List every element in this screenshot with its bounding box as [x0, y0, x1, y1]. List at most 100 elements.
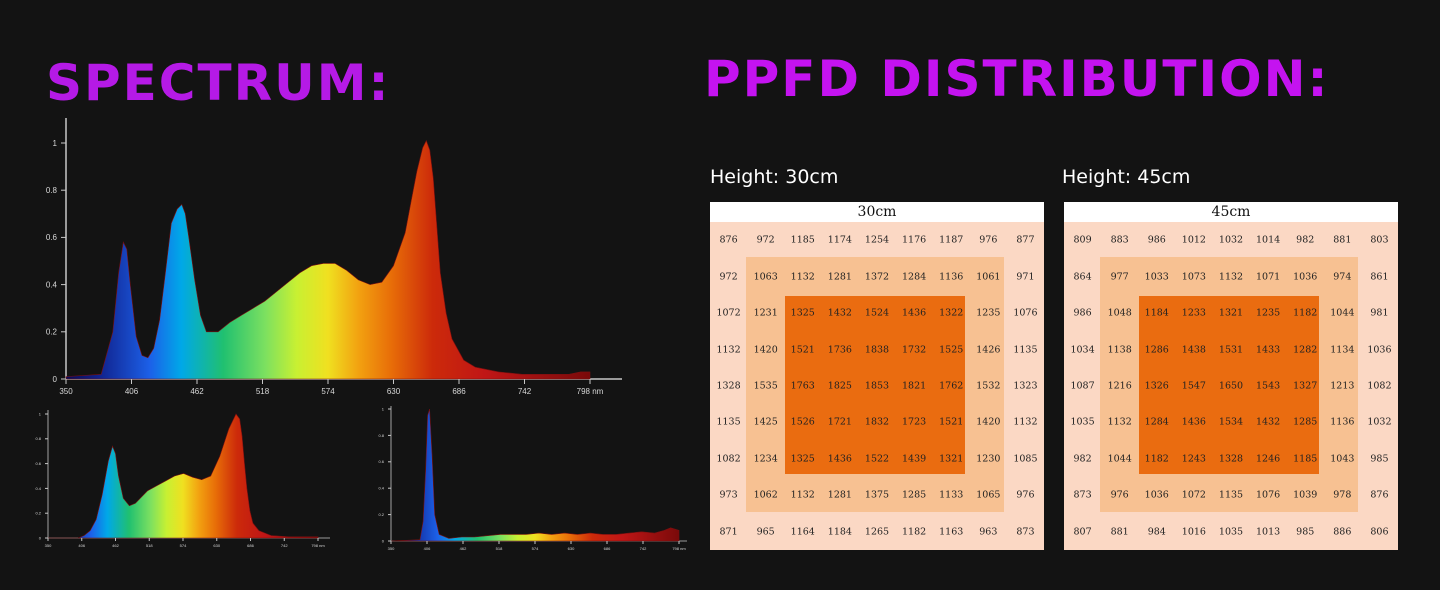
ppfd-cell: 1182: [902, 526, 927, 538]
height-label-30cm: Height: 30cm: [710, 166, 839, 188]
ppfd-cell: 1825: [827, 380, 852, 392]
ppfd-cell: 1321: [939, 453, 964, 465]
ppfd-cell: 976: [979, 234, 998, 246]
ppfd-cell: 1176: [902, 234, 927, 246]
ppfd-cell: 1736: [827, 344, 852, 356]
ppfd-cell: 1525: [939, 344, 964, 356]
ppfd-cell: 1531: [1218, 344, 1244, 356]
ppfd-cell: 1763: [790, 380, 815, 392]
ppfd-cell: 1072: [716, 307, 741, 319]
ppfd-cell: 883: [1110, 234, 1129, 246]
ppfd-cell: 977: [1110, 271, 1129, 283]
ppfd-cell: 1372: [864, 271, 890, 283]
ppfd-cell: 1436: [827, 453, 852, 465]
ppfd-cell: 1281: [827, 271, 852, 283]
ppfd-cell: 1265: [864, 526, 890, 538]
ppfd-cell: 1035: [1218, 526, 1244, 538]
ppfd-cell: 876: [719, 234, 738, 246]
ppfd-cell: 1013: [1256, 526, 1281, 538]
spectrum-chart-small-2: 350 406 462 518 574 630 686 742 798 nm 0 0.2 0.4 0.6…: [378, 406, 687, 551]
ppfd-cell: 1281: [827, 489, 852, 501]
x-tick-label: 350: [388, 546, 395, 551]
ppfd-cell: 1184: [1144, 307, 1169, 319]
ppfd-cell: 1136: [939, 271, 964, 283]
ppfd-cell: 1521: [939, 416, 964, 428]
ppfd-cell: 1425: [753, 416, 778, 428]
ppfd-cell: 1832: [864, 416, 890, 428]
ppfd-cell: 1246: [1256, 453, 1281, 465]
ppfd-cell: 1132: [1107, 416, 1132, 428]
ppfd-cell: 1327: [1293, 380, 1318, 392]
ppfd-cell: 1136: [1330, 416, 1355, 428]
ppfd-cell: 1043: [1330, 453, 1355, 465]
ppfd-cell: 1076: [1256, 489, 1281, 501]
spectrum-area: [65, 139, 591, 380]
ppfd-cell: 1375: [864, 489, 890, 501]
ppfd-cell: 1138: [1107, 344, 1132, 356]
y-tick-label: 0.8: [35, 436, 41, 441]
x-tick-label: 518: [146, 543, 153, 548]
x-tick-label: 350: [59, 387, 73, 396]
ppfd-cell: 1235: [976, 307, 1001, 319]
x-tick-label: 462: [460, 546, 467, 551]
ppfd-cell: 971: [1016, 271, 1035, 283]
ppfd-cell: 1132: [790, 271, 815, 283]
ppfd-cell: 1087: [1070, 380, 1095, 392]
ppfd-cell: 1039: [1293, 489, 1318, 501]
ppfd-cell: 1325: [790, 453, 815, 465]
ppfd-cell: 1135: [1218, 489, 1244, 501]
x-tick-label: 574: [321, 387, 335, 396]
ppfd-cell: 1233: [1181, 307, 1206, 319]
ppfd-cell: 986: [1073, 307, 1092, 319]
ppfd-cell: 973: [719, 489, 738, 501]
ppfd-cell: 1132: [790, 489, 815, 501]
ppfd-center-zone: [785, 296, 965, 474]
ppfd-cell: 864: [1073, 271, 1092, 283]
ppfd-cell: 1036: [1144, 489, 1169, 501]
x-tick-label: 630: [568, 546, 575, 551]
ppfd-cell: 1032: [1218, 234, 1244, 246]
ppfd-cell: 1243: [1181, 453, 1206, 465]
ppfd-cell: 1072: [1181, 489, 1206, 501]
y-tick-label: 0: [382, 538, 385, 543]
ppfd-cell: 1014: [1256, 234, 1281, 246]
y-tick-label: 0: [53, 375, 58, 384]
y-tick-label: 0.4: [378, 486, 384, 491]
ppfd-cell: 1535: [753, 380, 778, 392]
ppfd-cell: 1323: [1013, 380, 1038, 392]
ppfd-cell: 1044: [1330, 307, 1355, 319]
x-tick-label: 742: [281, 543, 288, 548]
ppfd-cell: 1322: [939, 307, 964, 319]
y-tick-label: 0.6: [35, 461, 41, 466]
ppfd-cell: 974: [1333, 271, 1352, 283]
ppfd-cell: 1436: [1181, 416, 1206, 428]
ppfd-cell: 972: [719, 271, 738, 283]
ppfd-cell: 1164: [790, 526, 815, 538]
ppfd-cell: 873: [1073, 489, 1092, 501]
ppfd-cell: 1284: [1144, 416, 1169, 428]
ppfd-cell: 1285: [902, 489, 927, 501]
ppfd-grid-header: 45cm: [1064, 202, 1398, 222]
ppfd-cell: 1182: [1293, 307, 1318, 319]
ppfd-cell: 1438: [1181, 344, 1206, 356]
ppfd-cell: 871: [719, 526, 738, 538]
ppfd-cell: 1062: [753, 489, 778, 501]
ppfd-cell: 1420: [753, 344, 778, 356]
ppfd-cell: 1185: [1293, 453, 1318, 465]
ppfd-cell: 1132: [1013, 416, 1038, 428]
ppfd-cell: 1328: [716, 380, 741, 392]
ppfd-cell: 1650: [1218, 380, 1244, 392]
ppfd-cell: 1085: [1013, 453, 1038, 465]
y-tick-label: 0.2: [35, 511, 41, 516]
ppfd-cell: 1230: [976, 453, 1001, 465]
ppfd-cell: 1135: [716, 416, 741, 428]
ppfd-cell: 809: [1073, 234, 1092, 246]
ppfd-cell: 1216: [1107, 380, 1132, 392]
ppfd-cell: 1082: [716, 453, 741, 465]
ppfd-cell: 807: [1073, 526, 1092, 538]
x-tick-label: 686: [452, 387, 466, 396]
ppfd-cell: 1420: [976, 416, 1001, 428]
ppfd-cell: 1838: [864, 344, 890, 356]
ppfd-cell: 1132: [1218, 271, 1244, 283]
ppfd-cell: 1082: [1367, 380, 1392, 392]
